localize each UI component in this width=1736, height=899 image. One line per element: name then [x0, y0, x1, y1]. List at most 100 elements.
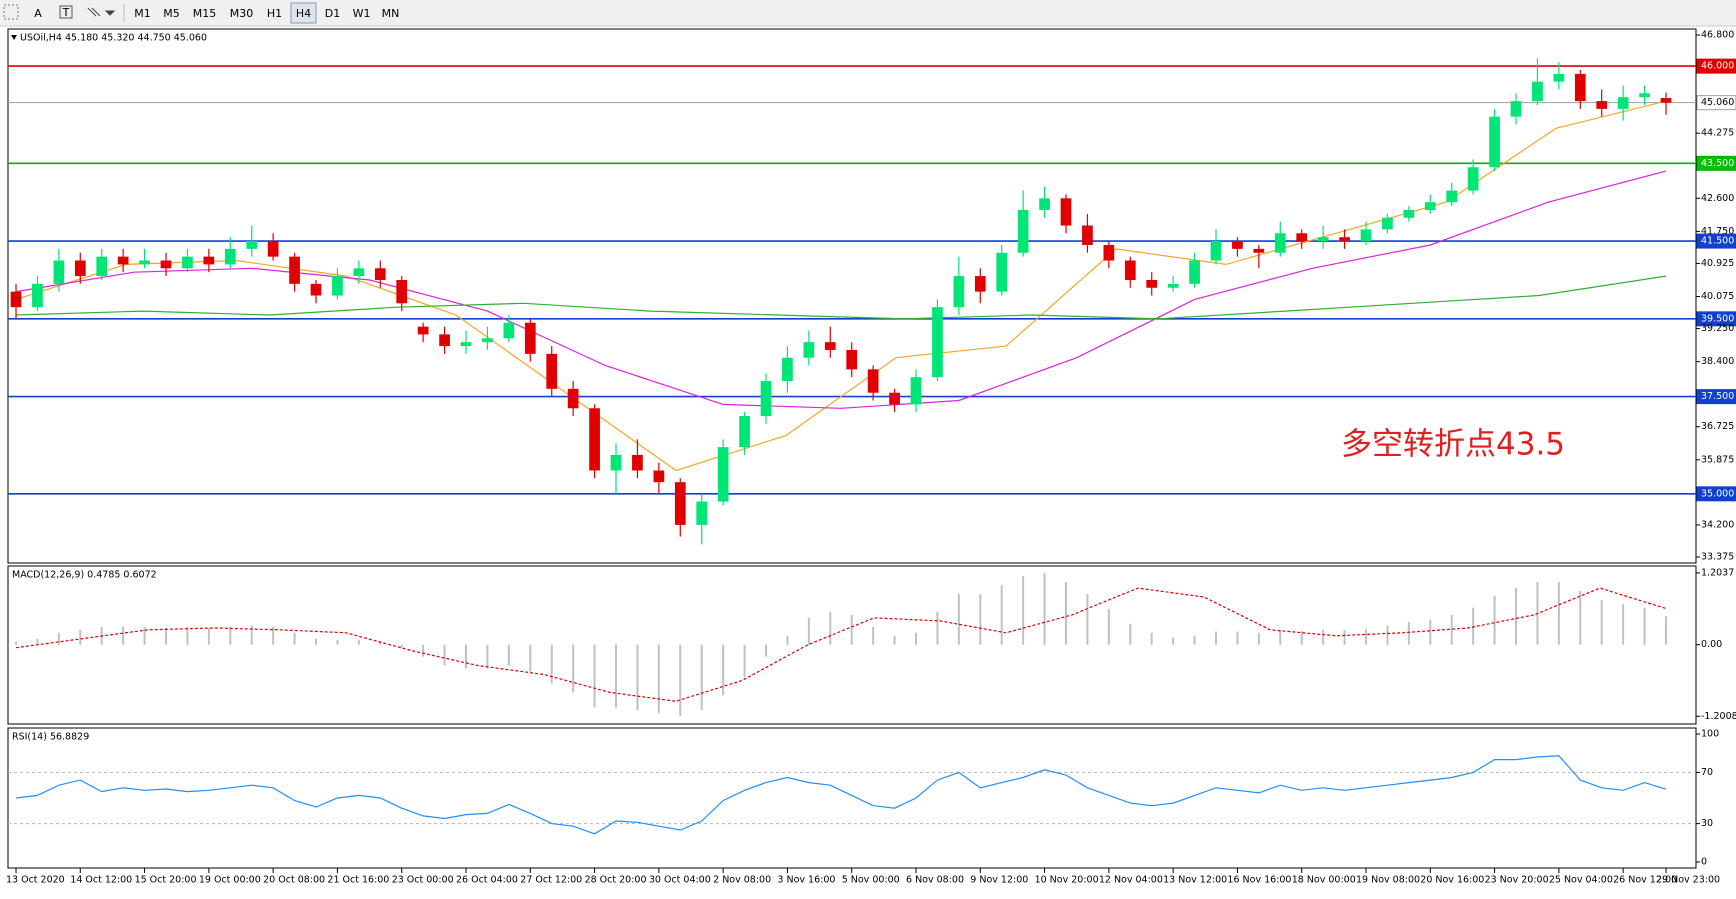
price-tag — [1696, 58, 1736, 74]
crosshair-icon[interactable] — [3, 4, 19, 20]
candle-body — [439, 334, 450, 347]
candle-body — [1017, 209, 1029, 253]
y-tick-label: 70 — [1701, 767, 1713, 778]
text-tool[interactable]: A — [34, 7, 42, 20]
y-tick-label: 0.00 — [1701, 639, 1722, 650]
price-tag — [1696, 95, 1736, 111]
timeframe-label[interactable]: W1 — [353, 7, 371, 20]
candle-body — [1446, 190, 1458, 203]
timeframe-label[interactable]: M15 — [193, 7, 217, 20]
x-tick-label: 13 Oct 2020 — [6, 875, 65, 886]
candle-body — [889, 392, 900, 405]
candle-body — [1274, 233, 1286, 253]
candle-body — [289, 256, 300, 284]
candle-body — [246, 241, 258, 249]
candle-body — [1167, 283, 1179, 288]
x-tick-label: 6 Nov 08:00 — [906, 875, 964, 886]
candle-body — [1146, 279, 1158, 288]
candle-body — [1253, 248, 1265, 253]
candle-body — [1339, 237, 1350, 242]
candle-body — [117, 256, 129, 265]
candle-body — [1296, 233, 1308, 242]
panel-title: MACD(12,26,9) 0.4785 0.6072 — [12, 570, 157, 581]
toolbar: A T M1 M5 M15 M30 H1 H4 D1 W1 MN — [0, 0, 1736, 27]
candle-body — [696, 501, 708, 525]
timeframe-label[interactable]: MN — [382, 7, 400, 20]
x-tick-label: 26 Nov 12:00 — [1613, 875, 1677, 886]
candle-body — [460, 342, 472, 347]
candle-body — [203, 256, 215, 265]
candle-body — [1124, 260, 1136, 280]
candle-body — [1660, 97, 1672, 103]
candle-body — [1532, 81, 1543, 102]
y-tick-label: 35.000 — [1701, 488, 1734, 499]
candle-body — [567, 388, 579, 409]
x-tick-label: 16 Nov 16:00 — [1227, 875, 1291, 886]
candle-body — [310, 283, 322, 296]
label-tool-box — [59, 5, 73, 19]
x-tick-label: 15 Oct 20:00 — [135, 875, 197, 886]
candle-body — [632, 454, 643, 471]
candle-body — [1617, 97, 1629, 109]
panel-title: RSI(14) 56.8829 — [12, 732, 89, 743]
x-tick-label: 20 Oct 08:00 — [263, 875, 325, 886]
candle-body — [996, 252, 1008, 292]
candle-body — [1596, 101, 1608, 109]
candle-body — [182, 256, 193, 269]
y-tick-label: 35.875 — [1701, 454, 1734, 465]
timeframe-label[interactable]: H1 — [267, 7, 282, 20]
candle-body — [824, 342, 836, 350]
candle-body — [974, 276, 986, 292]
timeframe-label[interactable]: D1 — [325, 7, 340, 20]
candle-body — [1553, 73, 1565, 82]
x-tick-label: 23 Nov 20:00 — [1485, 875, 1549, 886]
y-tick-label: 100 — [1701, 729, 1719, 740]
candle-body — [1232, 241, 1243, 249]
y-tick-label: 41.750 — [1701, 226, 1734, 237]
candle-body — [74, 260, 86, 277]
y-tick-label: 36.725 — [1701, 421, 1734, 432]
y-tick-label: 37.500 — [1701, 391, 1734, 402]
candle-body — [1189, 260, 1200, 284]
timeframe-label[interactable]: H4 — [296, 7, 311, 20]
y-tick-label: 46.000 — [1701, 61, 1734, 72]
candle-body — [760, 381, 772, 417]
x-tick-label: 26 Oct 04:00 — [456, 875, 518, 886]
candle-body — [374, 268, 386, 280]
candle-body — [1639, 93, 1650, 98]
timeframe-label[interactable]: M30 — [230, 7, 254, 20]
y-tick-label: 34.200 — [1701, 519, 1734, 530]
candle-body — [1210, 241, 1222, 261]
moving-average — [15, 275, 1667, 320]
x-tick-label: 3 Nov 16:00 — [777, 875, 835, 886]
candle-body — [1489, 116, 1500, 168]
candle-body — [1103, 244, 1115, 261]
y-tick-label: 40.925 — [1701, 258, 1734, 269]
rsi-line — [15, 755, 1667, 835]
x-tick-label: 19 Oct 00:00 — [199, 875, 261, 886]
candle-body — [674, 482, 686, 525]
candle-body — [96, 256, 108, 277]
candle-body — [910, 377, 922, 405]
panel-title: USOil,H4 45.180 45.320 44.750 45.060 — [20, 33, 207, 44]
toolbar-bg — [0, 0, 1736, 26]
candle-body — [589, 408, 600, 471]
candle-body — [782, 357, 793, 382]
shapes-menu[interactable] — [87, 7, 116, 17]
timeframe-label[interactable]: M5 — [163, 7, 180, 20]
x-tick-label: 23 Oct 00:00 — [392, 875, 454, 886]
candle-body — [1510, 101, 1522, 117]
panel-frame — [7, 727, 1697, 869]
x-tick-label: 19 Nov 08:00 — [1356, 875, 1420, 886]
price-tag — [1696, 233, 1736, 249]
candle-body — [1574, 73, 1586, 102]
timeframe-label[interactable]: M1 — [134, 7, 151, 20]
candle-body — [503, 322, 515, 339]
timeframe-button[interactable] — [290, 2, 317, 24]
label-tool[interactable]: T — [62, 6, 70, 19]
y-tick-label: 38.400 — [1701, 356, 1734, 367]
candle-body — [53, 260, 65, 284]
candle-body — [396, 279, 408, 304]
candle-body — [1467, 167, 1479, 191]
